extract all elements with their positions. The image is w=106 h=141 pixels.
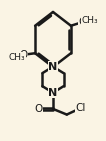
Text: CH₃: CH₃	[81, 16, 98, 25]
Text: O: O	[20, 50, 28, 60]
Text: CH₃: CH₃	[8, 53, 25, 61]
Text: O: O	[34, 104, 42, 114]
Text: N: N	[48, 88, 58, 98]
Text: O: O	[79, 17, 87, 27]
Text: N: N	[48, 62, 58, 72]
Text: Cl: Cl	[75, 103, 86, 114]
